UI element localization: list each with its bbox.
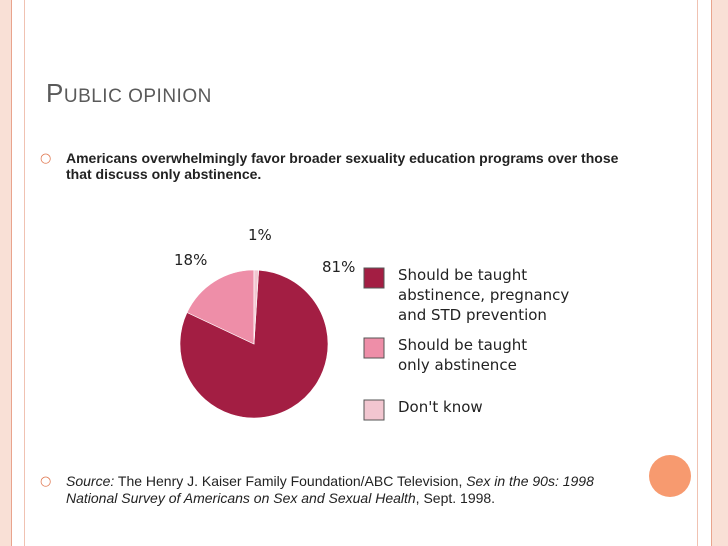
pie-slice-abstinence-only [186,269,255,345]
title-initial: P [46,78,64,108]
percent-label: 1% [248,226,272,244]
bullet-icon: ○ [40,151,52,166]
legend-label: only abstinence [398,356,517,374]
source-date: , Sept. 1998. [415,490,496,506]
source-title: Sex in the 90s: 1998 National Survey of … [66,473,594,506]
legend-label: abstinence, pregnancy [398,286,569,304]
pie-slice-dont-know [253,269,259,345]
percent-labels: 81% 18% 1% [174,226,355,276]
legend-swatch [363,267,385,289]
legend-label: and STD prevention [398,306,547,324]
bullet-icon: ○ [40,474,52,489]
title-rest: UBLIC OPINION [63,86,212,107]
right-guide-line [697,0,698,546]
legend-label: Don't know [398,398,483,416]
decorative-orange-circle [649,455,691,497]
pie-chart: 81% 18% 1% Should be taught abstinence, pre… [174,226,569,421]
percent-label: 81% [322,258,355,276]
percent-label: 18% [174,251,207,269]
legend-swatch [363,399,385,421]
right-border [711,0,728,546]
legend-swatch [363,337,385,359]
source-org: The Henry J. Kaiser Family Foundation/AB… [114,473,467,489]
slide-title: PUBLIC OPINION [46,78,212,109]
legend-label: Should be taught [398,266,527,284]
pie-slices [179,269,329,419]
left-guide-line [24,0,25,546]
source-label: Source: [66,473,115,489]
bullet-text-summary: Americans overwhelmingly favor broader s… [66,150,619,182]
legend-label: Should be taught [398,336,527,354]
chart-legend: Should be taught abstinence, pregnancy and… [363,266,569,421]
source-citation: Source: The Henry J. Kaiser Family Found… [66,473,626,507]
left-border [0,0,12,546]
